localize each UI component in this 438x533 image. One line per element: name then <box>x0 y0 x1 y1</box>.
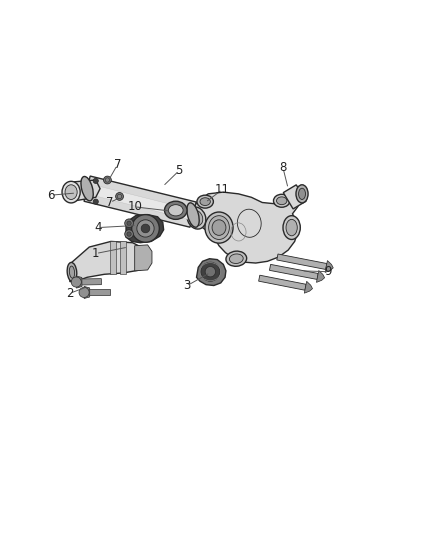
Text: 10: 10 <box>127 200 142 213</box>
Ellipse shape <box>286 220 297 236</box>
Ellipse shape <box>205 212 233 243</box>
Ellipse shape <box>200 198 210 206</box>
Circle shape <box>79 287 89 297</box>
Circle shape <box>93 199 99 204</box>
Ellipse shape <box>226 251 247 266</box>
Circle shape <box>127 221 131 225</box>
Text: 5: 5 <box>176 164 183 177</box>
Circle shape <box>137 220 154 237</box>
Ellipse shape <box>65 185 77 199</box>
Polygon shape <box>110 241 116 274</box>
Text: 7: 7 <box>106 196 114 209</box>
Ellipse shape <box>208 216 230 239</box>
Polygon shape <box>317 271 325 282</box>
Ellipse shape <box>187 203 199 227</box>
Ellipse shape <box>197 195 213 208</box>
Text: 7: 7 <box>113 158 121 172</box>
Text: 11: 11 <box>215 183 230 196</box>
Circle shape <box>132 215 159 243</box>
Circle shape <box>125 230 134 238</box>
Ellipse shape <box>190 211 203 225</box>
Polygon shape <box>76 276 82 288</box>
Text: 2: 2 <box>66 287 74 300</box>
Ellipse shape <box>81 176 93 201</box>
Polygon shape <box>84 289 110 295</box>
Text: 9: 9 <box>324 265 332 278</box>
Ellipse shape <box>276 197 287 205</box>
Text: 3: 3 <box>183 279 190 293</box>
Circle shape <box>71 277 81 287</box>
Polygon shape <box>70 180 100 201</box>
Ellipse shape <box>273 195 290 207</box>
Polygon shape <box>84 176 196 227</box>
Circle shape <box>125 219 134 228</box>
Polygon shape <box>76 279 102 285</box>
Polygon shape <box>283 185 306 209</box>
Polygon shape <box>88 184 194 220</box>
Polygon shape <box>269 264 318 279</box>
Ellipse shape <box>230 254 243 263</box>
Polygon shape <box>258 275 306 290</box>
Polygon shape <box>120 241 127 274</box>
Circle shape <box>93 178 99 183</box>
Polygon shape <box>134 245 152 271</box>
Circle shape <box>117 195 122 199</box>
Circle shape <box>127 232 131 236</box>
Ellipse shape <box>212 220 226 236</box>
Circle shape <box>205 266 215 277</box>
Ellipse shape <box>283 216 300 239</box>
Circle shape <box>105 178 110 182</box>
Ellipse shape <box>67 262 77 282</box>
Polygon shape <box>304 281 312 293</box>
Polygon shape <box>277 254 327 270</box>
Ellipse shape <box>296 185 308 203</box>
Circle shape <box>201 262 220 281</box>
Ellipse shape <box>187 207 206 229</box>
Circle shape <box>141 224 150 233</box>
Polygon shape <box>126 215 164 243</box>
Text: 8: 8 <box>279 161 287 174</box>
Ellipse shape <box>62 181 80 203</box>
Text: 4: 4 <box>94 221 102 234</box>
Polygon shape <box>84 286 90 298</box>
Polygon shape <box>325 261 333 272</box>
Ellipse shape <box>165 201 187 220</box>
Ellipse shape <box>168 205 183 216</box>
Circle shape <box>103 176 111 184</box>
Ellipse shape <box>299 188 305 199</box>
Text: 6: 6 <box>47 189 55 201</box>
Ellipse shape <box>69 266 74 278</box>
Circle shape <box>116 192 124 200</box>
Text: 1: 1 <box>92 247 99 260</box>
Ellipse shape <box>139 249 148 266</box>
Polygon shape <box>70 241 150 281</box>
Polygon shape <box>189 192 300 263</box>
Polygon shape <box>197 259 226 286</box>
